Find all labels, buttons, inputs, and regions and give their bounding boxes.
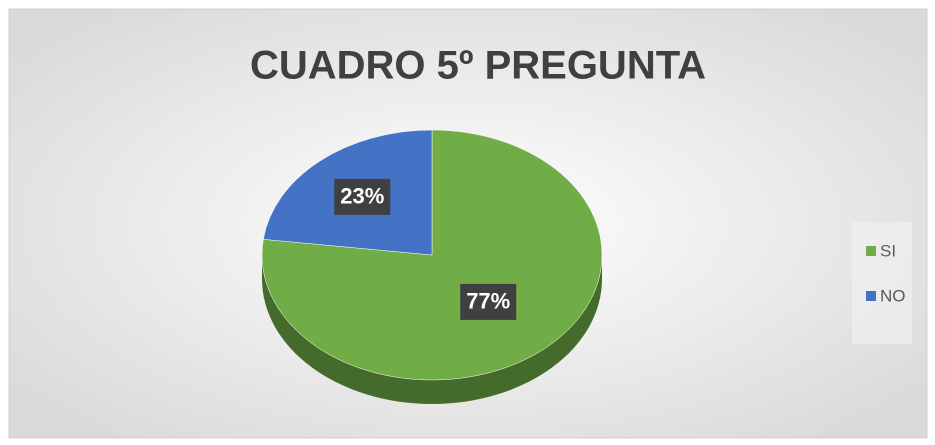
legend-swatch [866,291,876,301]
legend-swatch [866,246,876,256]
legend-label: NO [880,286,906,305]
data-label-box [334,178,391,215]
chart-title: CUADRO 5º PREGUNTA [250,44,706,88]
legend-box [852,222,912,344]
legend-label: SI [880,241,896,260]
data-label-box [460,283,517,320]
data-label: 77% [466,289,510,314]
slice-side [262,255,602,404]
slice [261,129,603,381]
data-label: 23% [340,184,384,209]
